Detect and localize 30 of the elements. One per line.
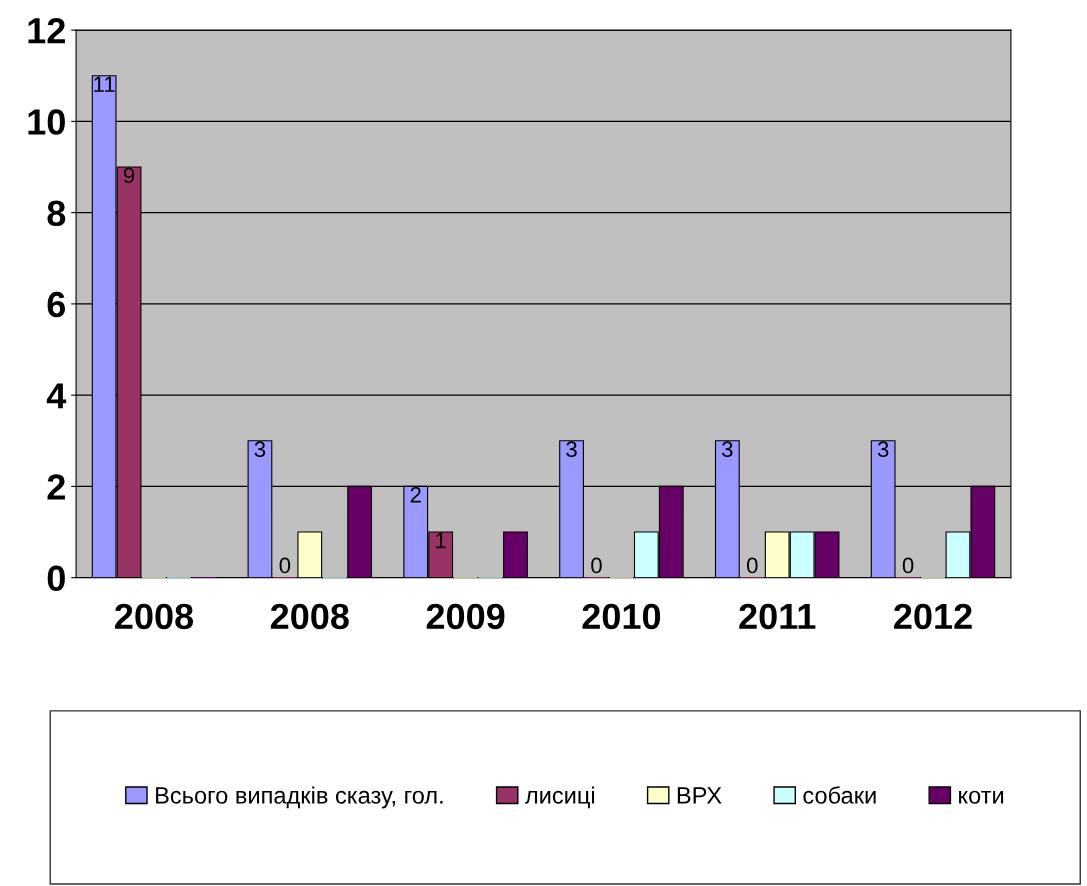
y-tick-label: 0 bbox=[47, 565, 65, 592]
data-label: 3 bbox=[566, 441, 577, 458]
data-label: 0 bbox=[902, 557, 914, 574]
y-tick-label: 8 bbox=[47, 200, 66, 227]
x-tick-label: 2012 bbox=[894, 603, 972, 630]
data-label: 9 bbox=[123, 167, 135, 184]
x-tick-label: 2008 bbox=[270, 603, 349, 630]
legend-label: Всього випадків сказу, гол. bbox=[156, 786, 443, 809]
y-tick-label: 10 bbox=[28, 109, 65, 135]
data-label: 0 bbox=[591, 557, 602, 574]
data-label: 1 bbox=[436, 532, 446, 549]
data-label: 3 bbox=[722, 441, 733, 458]
x-tick-label: 2008 bbox=[115, 603, 194, 630]
data-label: 3 bbox=[877, 441, 889, 458]
data-label: 3 bbox=[254, 441, 266, 458]
y-tick-label: 6 bbox=[47, 291, 66, 318]
legend-label: коти bbox=[959, 790, 1004, 804]
y-tick-label: 12 bbox=[28, 17, 65, 44]
legend-label: собаки bbox=[803, 786, 876, 804]
x-tick-label: 2009 bbox=[426, 603, 505, 630]
data-label: 0 bbox=[746, 557, 758, 574]
legend-label: лисиці bbox=[525, 786, 595, 809]
y-tick-label: 2 bbox=[47, 474, 65, 500]
y-tick-label: 4 bbox=[46, 383, 67, 409]
data-label: 2 bbox=[410, 487, 421, 503]
data-label: 0 bbox=[279, 557, 291, 574]
data-label: 11 bbox=[94, 76, 115, 92]
x-tick-label: 2010 bbox=[582, 603, 661, 630]
legend-label: ВРХ bbox=[677, 787, 722, 804]
x-tick-label: 2011 bbox=[739, 603, 816, 630]
